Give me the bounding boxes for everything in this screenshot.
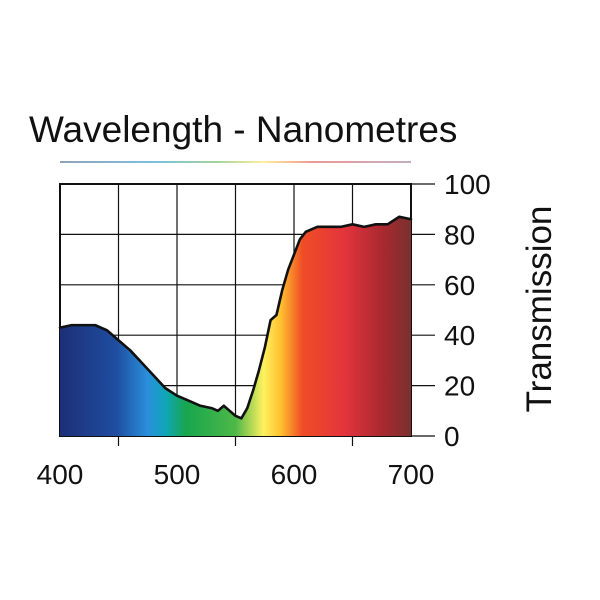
x-tick-label: 600 xyxy=(271,459,318,490)
y-axis-label: Transmission xyxy=(520,206,559,413)
transmission-curve xyxy=(58,215,413,420)
x-tick-label: 500 xyxy=(154,459,201,490)
chart-title: Wavelength - Nanometres xyxy=(29,109,457,150)
x-tick-labels: 400 500 600 700 xyxy=(37,459,435,490)
transmission-area xyxy=(60,216,411,436)
y-tick-label: 100 xyxy=(444,169,491,200)
y-tick-label: 60 xyxy=(444,270,475,301)
y-tick-label: 0 xyxy=(444,421,460,452)
y-tick-label: 40 xyxy=(444,320,475,351)
x-tick-label: 400 xyxy=(37,459,84,490)
y-tick-label: 80 xyxy=(444,219,475,250)
y-tick-label: 20 xyxy=(444,371,475,402)
y-tick-labels: 0 20 40 60 80 100 xyxy=(444,169,491,452)
x-tick-label: 700 xyxy=(388,459,435,490)
